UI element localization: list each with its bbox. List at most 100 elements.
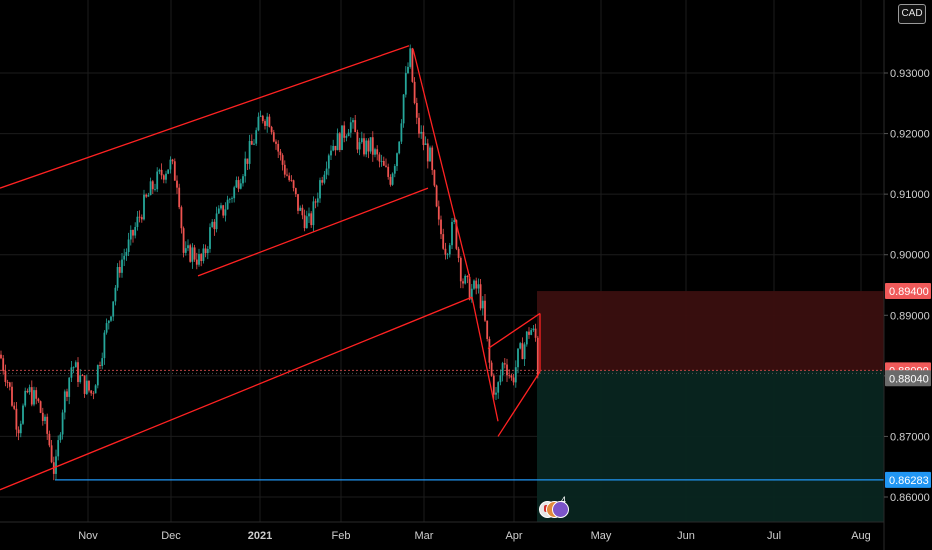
candle-body [380, 160, 383, 162]
candle-body [193, 247, 196, 260]
candle-body [266, 116, 269, 126]
risk-reward-zones [537, 291, 884, 522]
time-tick-label: Aug [851, 530, 871, 542]
candle-body [393, 166, 396, 174]
candle-body [13, 405, 16, 409]
candle-body [149, 181, 152, 196]
price-tick-label: 0.86000 [890, 492, 930, 504]
candle-body [222, 205, 225, 216]
candle-body [50, 445, 53, 463]
candle-body [48, 433, 51, 446]
candle-body [382, 160, 385, 166]
candle-body [195, 259, 198, 265]
candle-body [35, 390, 38, 399]
candle-body [242, 176, 244, 184]
candle-body [376, 149, 379, 155]
candle-body [220, 205, 222, 209]
candle-body [448, 245, 451, 255]
wedge-upper-line [487, 312, 541, 350]
currency-badge[interactable]: CAD [898, 4, 926, 24]
candle-body [371, 137, 374, 155]
time-tick-label: May [591, 530, 612, 542]
time-axis[interactable]: Nov Dec 2021 Feb Mar Apr May Jun Jul Aug [0, 521, 884, 542]
candle-body [341, 125, 343, 150]
candle-body [74, 362, 77, 368]
candle-body [536, 337, 539, 376]
candle-body [92, 393, 95, 395]
candle-body [422, 131, 425, 146]
price-tick-label: 0.87000 [890, 431, 930, 443]
candle-body [213, 221, 216, 230]
candle-body [321, 180, 324, 183]
candle-body [178, 187, 181, 208]
candle-body [327, 155, 330, 169]
price-tick-label: 0.89000 [890, 310, 930, 322]
price-tick-label: 0.90000 [890, 250, 930, 262]
candle-body [389, 176, 392, 185]
candle-body [171, 159, 174, 162]
trendlines [0, 45, 541, 491]
candle-body [407, 66, 409, 74]
candle-body [301, 207, 304, 216]
candle-body [402, 94, 405, 124]
candle-body [129, 229, 132, 240]
candle-body [72, 367, 75, 369]
candle-body [338, 133, 341, 150]
candle-body [259, 115, 262, 117]
candle-body [140, 217, 143, 220]
candle-body [189, 245, 192, 262]
candle-body [446, 254, 449, 256]
candle-body [88, 380, 90, 391]
candle-body [28, 387, 31, 393]
chart-grid [0, 0, 884, 522]
events-count: 4 [561, 495, 567, 505]
candle-body [457, 248, 460, 258]
upper-channel-line [0, 45, 410, 189]
candle-body [398, 141, 401, 154]
candle-body [138, 216, 141, 218]
candle-body [70, 367, 73, 378]
candle-body [470, 288, 473, 300]
candle-body [235, 180, 238, 188]
candle-body [264, 121, 266, 126]
candle-body [490, 362, 493, 376]
candle-body [312, 201, 315, 226]
candle-body [173, 161, 176, 181]
event-icon[interactable] [552, 501, 569, 518]
candle-body [297, 194, 299, 211]
time-tick-label: Dec [161, 530, 181, 542]
candle-body [400, 123, 403, 142]
candle-body [26, 390, 29, 393]
candle-body [508, 375, 511, 377]
candle-body [233, 187, 236, 199]
candle-body [290, 180, 293, 181]
candle-body [316, 198, 319, 203]
candle-body [525, 331, 528, 345]
candle-body [63, 391, 66, 413]
candle-body [22, 405, 24, 424]
final-drop-line [471, 296, 499, 422]
candle-body [270, 126, 273, 133]
candle-body [24, 390, 27, 406]
candle-body [107, 320, 110, 324]
candle-body [365, 140, 368, 155]
candle-body [387, 166, 390, 177]
candle-body [8, 382, 11, 387]
candle-body [206, 248, 209, 254]
candle-body [404, 73, 407, 95]
candle-body [378, 154, 381, 162]
time-tick-label: Nov [78, 530, 98, 542]
candle-body [11, 386, 13, 406]
candle-body [268, 116, 271, 127]
candle-body [244, 158, 247, 177]
candle-body [66, 391, 68, 397]
candle-body [523, 344, 526, 360]
candle-body [77, 362, 79, 382]
candle-body [453, 220, 456, 222]
events-indicator[interactable]: 4 [537, 495, 571, 519]
candle-body [356, 132, 359, 150]
candle-body [367, 140, 370, 152]
candle-body [435, 185, 438, 207]
candle-body [506, 364, 508, 376]
